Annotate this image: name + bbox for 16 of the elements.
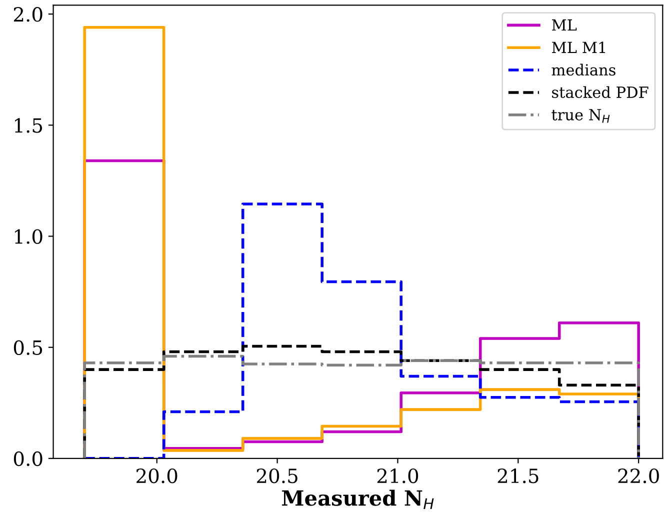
x-tick-label: 22.0 xyxy=(618,468,659,484)
y-tick-label: 1.5 xyxy=(15,118,42,133)
x-tick-label: 21.0 xyxy=(377,468,418,484)
legend-label: medians xyxy=(552,64,616,76)
y-tick-label: 0.0 xyxy=(14,451,42,466)
x-axis-title: Measured N$_{H}$ xyxy=(282,490,434,509)
legend-label: ML xyxy=(552,19,577,31)
legend-label: ML M1 xyxy=(552,42,606,53)
y-tick-label: 1.0 xyxy=(15,229,42,244)
legend-label: true N$_{H}$ xyxy=(552,109,610,123)
x-tick-label: 21.5 xyxy=(498,468,538,484)
x-tick-label: 20.5 xyxy=(256,468,298,484)
legend-label: stacked PDF xyxy=(552,86,648,98)
y-tick-label: 0.5 xyxy=(14,340,42,356)
y-tick-label: 2.0 xyxy=(14,7,42,22)
x-tick-label: 20.0 xyxy=(136,468,178,484)
